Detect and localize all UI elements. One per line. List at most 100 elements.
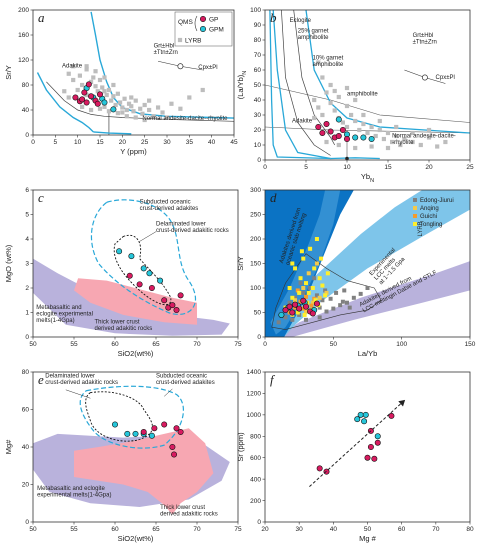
- gp-point: [88, 93, 95, 100]
- gp-point: [316, 465, 323, 472]
- y-tick-label: 70: [254, 52, 262, 59]
- x-tick-label: 100: [396, 341, 407, 348]
- legend-lyrb-marker: [177, 37, 183, 43]
- lyrb-point: [126, 101, 132, 106]
- vector-arrow: [180, 65, 203, 71]
- gp-point: [282, 307, 289, 314]
- y-tick-label: 1: [25, 310, 29, 317]
- anqing-point: [304, 309, 308, 314]
- amphibolite-label: amphibolite: [347, 92, 378, 98]
- lyrb-point: [353, 145, 358, 151]
- y-tick-label: 40: [22, 444, 30, 451]
- delaminated-field: [113, 234, 172, 306]
- edong-jiurui-point: [297, 312, 302, 317]
- y-tick-label: 200: [250, 236, 261, 243]
- lyrb-point: [426, 135, 432, 140]
- melting-curve: [93, 131, 132, 135]
- gp-point: [367, 443, 374, 450]
- y-tick-label: 0: [25, 334, 29, 341]
- gp-point: [315, 124, 322, 131]
- edong-jiurui-point: [320, 298, 325, 303]
- trend-arrow: [309, 399, 406, 488]
- gpm-point: [101, 99, 108, 106]
- tongling-point: [325, 271, 330, 276]
- x-tick-label: 25: [466, 164, 474, 171]
- lyrb-point: [381, 136, 386, 142]
- y-tick-label: 0: [257, 157, 261, 164]
- x-tick-label: 70: [193, 526, 201, 533]
- gpm-point: [368, 136, 375, 143]
- boundary-curve: [46, 81, 235, 122]
- edong-jiurui-point: [317, 315, 322, 320]
- lyrb-point: [377, 127, 382, 133]
- legend-gpm-label: GPM: [209, 27, 224, 34]
- lyrb-label: LYRB: [418, 221, 424, 236]
- lyrb-point: [115, 91, 120, 96]
- y-tick-label: 4: [25, 236, 29, 243]
- legend-d: Edong-Jiurui Anqing Guichi Tongling: [413, 198, 454, 228]
- edong-jiurui-point: [328, 296, 333, 301]
- x-tick-label: 20: [425, 164, 433, 171]
- lyrb-point: [349, 112, 354, 118]
- anqing-point: [314, 261, 319, 266]
- legend-group-label: QMS: [178, 19, 193, 26]
- gpm-point: [361, 418, 368, 425]
- y-tick-label: 300: [250, 187, 261, 194]
- x-axis-label: La/Yb: [358, 349, 378, 358]
- lyrb-point: [410, 130, 415, 136]
- anqing-point: [317, 295, 322, 300]
- gp-point: [151, 425, 158, 432]
- lyrb-point: [113, 102, 118, 108]
- x-tick-label: 50: [330, 341, 338, 348]
- lyrb-point: [385, 130, 391, 136]
- y-tick-label: 3: [25, 261, 29, 268]
- gpm-point: [360, 134, 367, 141]
- subducted-field: [79, 385, 184, 449]
- vector-origin: [177, 63, 184, 70]
- source-point: [345, 156, 349, 161]
- gpm-point: [352, 134, 359, 141]
- legend-gp-marker: [200, 15, 207, 22]
- gp-point: [335, 133, 342, 140]
- lyrb-field: [271, 253, 382, 330]
- lyrb-point: [133, 98, 138, 103]
- edong-jiurui-point: [308, 286, 313, 290]
- panel-e-annotations: Delaminated lower crust-derived adakitic …: [37, 374, 218, 518]
- lyrb-point: [80, 104, 85, 109]
- gpm-point: [357, 411, 364, 418]
- panel-f-annotations: [309, 399, 406, 488]
- legend-marker: [413, 206, 417, 210]
- y-tick-label: 40: [254, 97, 262, 104]
- edong-jiurui-point: [304, 317, 308, 322]
- lyrb-point: [344, 85, 350, 91]
- melting-curve: [330, 157, 380, 160]
- lyrb-point: [435, 144, 440, 149]
- x-tick-label: 0: [263, 164, 267, 171]
- gp-point: [319, 130, 326, 137]
- x-tick-label: 0: [31, 139, 35, 146]
- lyrb-point: [88, 79, 94, 84]
- edong-jiurui-point: [293, 295, 298, 300]
- lyrb-point: [88, 107, 94, 113]
- x-tick-label: 5: [54, 139, 58, 146]
- vector-origin: [421, 74, 428, 81]
- lyrb-point: [361, 121, 366, 127]
- lyrb-point: [84, 67, 89, 72]
- y-axis-label: Mg#: [4, 439, 13, 454]
- gpm-point: [278, 311, 285, 318]
- edong-jiurui-point: [351, 295, 356, 300]
- lyrb-point: [111, 82, 116, 88]
- lyrb-point: [93, 69, 98, 74]
- y-tick-label: 20: [254, 127, 262, 134]
- y-axis-label: Sr/Y: [236, 256, 245, 271]
- lyrb-point: [147, 107, 152, 113]
- lyrb-point: [71, 64, 76, 69]
- subducted-field: [90, 199, 196, 315]
- x-axis-label: SiO2(wt%): [118, 534, 154, 543]
- adakite-label: Adakite: [62, 64, 83, 70]
- lyrb-point: [164, 115, 170, 120]
- tongling-point: [302, 312, 307, 317]
- gpm-point: [140, 265, 147, 272]
- gpm-point: [157, 277, 164, 284]
- lyrb-point: [169, 101, 174, 106]
